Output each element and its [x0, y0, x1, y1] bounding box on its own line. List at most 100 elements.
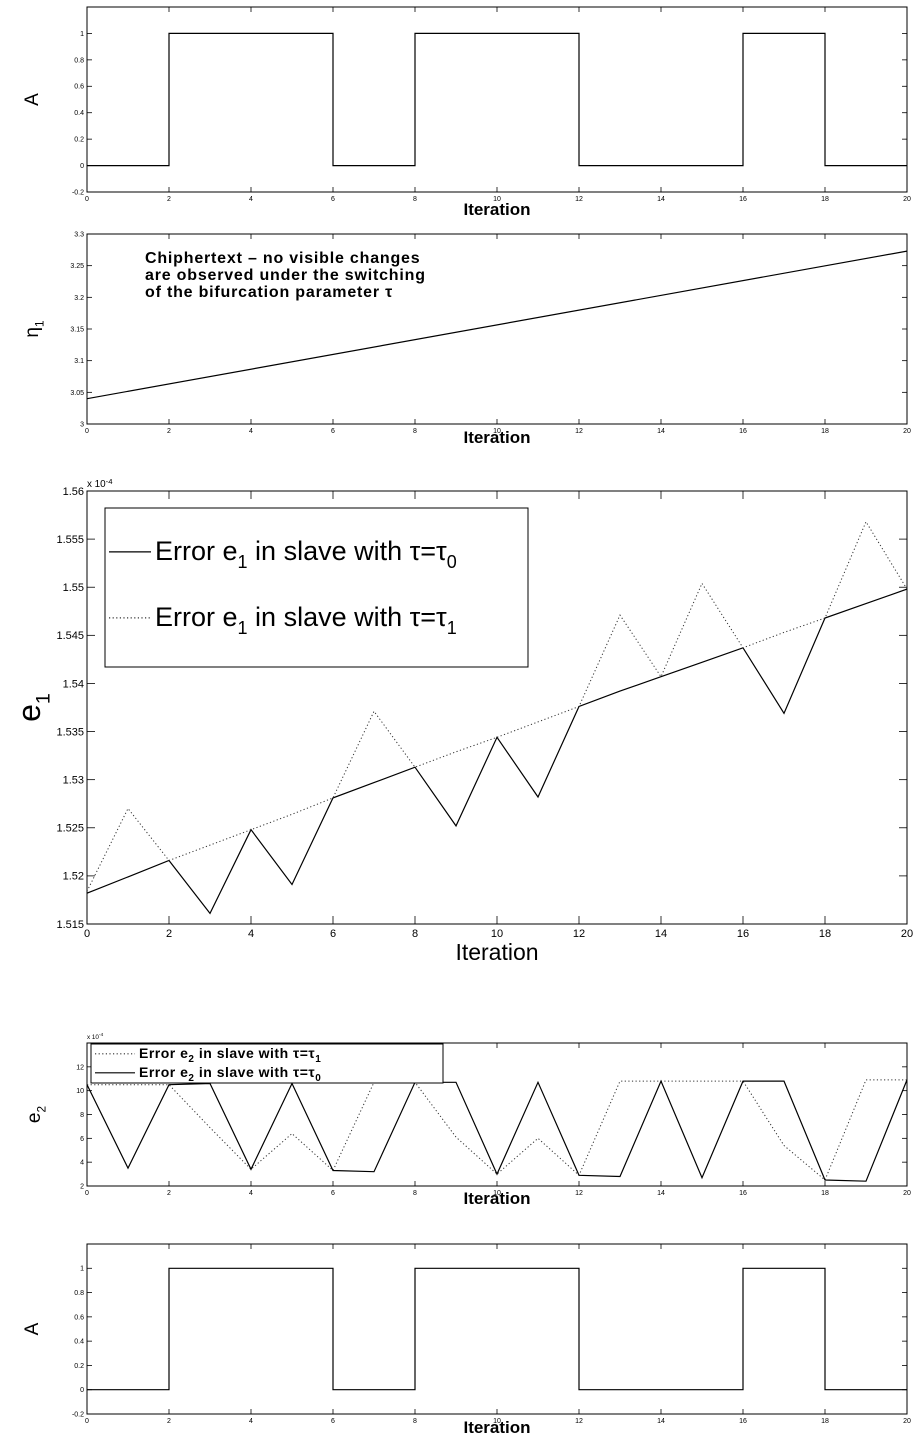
x-tick-label: 10 — [493, 428, 501, 435]
series-line-1 — [87, 32, 907, 167]
legend-entry-1: Error e1 in slave with τ=τ0 — [155, 536, 457, 572]
y-tick-label: 6 — [80, 1136, 84, 1143]
y-tick-label: 0.6 — [74, 1314, 84, 1321]
x-tick-label: 18 — [821, 1418, 829, 1425]
x-tick-label: 2 — [167, 428, 171, 435]
x-tick-label: 6 — [331, 196, 335, 203]
legend-box — [90, 1043, 444, 1084]
x-tick-label: 14 — [657, 196, 665, 203]
axis-exponent-power: -4 — [106, 477, 114, 486]
x-tick-label: 8 — [413, 428, 417, 435]
x-tick-label: 6 — [330, 928, 336, 940]
x-tick-label: 18 — [819, 928, 831, 940]
axis-exponent-base: x 10 — [87, 479, 106, 490]
x-tick-label: 6 — [331, 1418, 335, 1425]
y-axis-label: e2 — [24, 1106, 49, 1123]
y-axis-label: η1 — [22, 320, 47, 337]
x-tick-label: 18 — [821, 196, 829, 203]
annotation-line: Chiphertext – no visible changes — [145, 250, 420, 267]
chart-panel-1: 0 2 4 6 8 10 12 14 16 18 20-0.200.20.40.60.81Itera… — [22, 6, 911, 219]
legend-text: Error e — [139, 1064, 188, 1080]
y-tick-label: 0 — [80, 1387, 84, 1394]
annotation-line: are observed under the switching — [145, 267, 426, 284]
legend-text: Error e — [155, 536, 238, 566]
legend-text: in slave with τ=τ — [248, 602, 447, 632]
x-tick-label: 10 — [493, 196, 501, 203]
x-tick-label: 14 — [657, 428, 665, 435]
y-tick-label: 3.15 — [70, 326, 84, 333]
y-tick-label: 0.4 — [74, 1339, 84, 1346]
x-tick-label: 20 — [903, 1418, 911, 1425]
x-tick-label: 2 — [167, 1190, 171, 1197]
x-tick-label: 12 — [575, 196, 583, 203]
y-axis-label-sub: 1 — [34, 320, 47, 327]
y-tick-label: 3.25 — [70, 263, 84, 270]
legend-text: in slave with τ=τ — [194, 1045, 315, 1061]
y-tick-label: 1.545 — [56, 630, 84, 642]
x-tick-label: 8 — [412, 928, 418, 940]
legend-sub: 1 — [238, 552, 248, 572]
x-tick-label: 2 — [167, 1418, 171, 1425]
x-tick-label: 4 — [249, 196, 253, 203]
y-tick-label: 1.515 — [56, 919, 84, 931]
x-tick-label: 12 — [575, 428, 583, 435]
x-tick-label: 16 — [739, 196, 747, 203]
y-axis-label-main: e — [11, 704, 47, 722]
legend-entry-1: Error e2 in slave with τ=τ1 — [139, 1045, 321, 1065]
x-tick-label: 16 — [739, 1190, 747, 1197]
y-axis-label-main: e — [24, 1112, 45, 1123]
y-tick-label: 0.6 — [74, 84, 84, 91]
x-tick-label: 16 — [739, 1418, 747, 1425]
y-tick-label: 0.2 — [74, 1363, 84, 1370]
x-tick-label: 14 — [657, 1418, 665, 1425]
x-axis-label: Iteration — [455, 939, 538, 965]
x-tick-label: 8 — [413, 1418, 417, 1425]
series-line-2 — [87, 520, 907, 892]
legend-sub: 1 — [238, 618, 248, 638]
axes-box — [86, 6, 908, 193]
y-tick-label: 10 — [76, 1088, 84, 1095]
y-tick-label: 4 — [80, 1160, 84, 1167]
x-tick-label: 20 — [903, 196, 911, 203]
y-tick-label: -0.2 — [72, 1411, 84, 1418]
chart-panel-2: 0 2 4 6 8 10 12 14 16 18 20 3 3.05 3.1 3.15 3.2 3.25 3.3 I… — [22, 231, 911, 447]
x-tick-label: 6 — [331, 1190, 335, 1197]
x-axis-label: Iteration — [463, 428, 530, 447]
y-tick-label: 0.4 — [74, 110, 84, 117]
x-tick-label: 0 — [85, 1418, 89, 1425]
y-tick-label: 1.525 — [56, 823, 84, 835]
x-tick-label: 10 — [493, 1190, 501, 1197]
axis-exponent: x 10-4 — [87, 1032, 104, 1041]
x-tick-label: 4 — [249, 1190, 253, 1197]
y-tick-label: 3.05 — [70, 390, 84, 397]
x-tick-label: 4 — [249, 1418, 253, 1425]
axis-exponent-base: x 10 — [87, 1034, 99, 1041]
legend-sub: 0 — [447, 552, 457, 572]
x-tick-label: 14 — [655, 928, 667, 940]
x-tick-label: 18 — [821, 428, 829, 435]
y-tick-label: 0.2 — [74, 137, 84, 144]
y-tick-label: 3.3 — [74, 231, 84, 238]
y-tick-label: 1.555 — [56, 534, 84, 546]
axis-exponent: x 10-4 — [87, 477, 113, 490]
series-line-2 — [87, 1079, 907, 1182]
y-axis-label-sub: 2 — [36, 1106, 49, 1113]
y-axis-label: A — [22, 93, 43, 106]
y-tick-label: 8 — [80, 1112, 84, 1119]
y-tick-label: 2 — [80, 1183, 84, 1190]
legend-entry-2: Error e1 in slave with τ=τ1 — [155, 602, 457, 638]
y-tick-label: 0 — [80, 163, 84, 170]
x-tick-label: 0 — [85, 196, 89, 203]
legend-text: in slave with τ=τ — [194, 1064, 315, 1080]
legend-text: Error e — [139, 1045, 188, 1061]
y-tick-label: 1.53 — [63, 775, 84, 787]
legend-box — [104, 507, 529, 668]
y-tick-label: 1.56 — [63, 486, 84, 498]
series-line-1 — [87, 1267, 907, 1391]
legend-entry-2: Error e2 in slave with τ=τ0 — [139, 1064, 321, 1084]
x-axis-label: Iteration — [463, 1418, 530, 1436]
series-line-1 — [87, 250, 907, 400]
